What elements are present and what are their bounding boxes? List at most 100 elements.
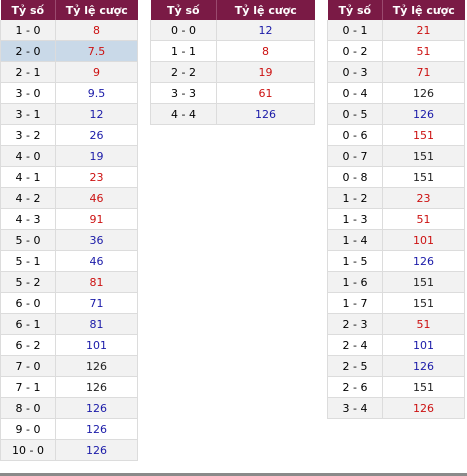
odds-cell[interactable]: 126 — [55, 355, 138, 377]
table-row[interactable]: 4 - 3 91 — [0, 208, 138, 230]
table-row[interactable]: 3 - 3 61 — [150, 82, 315, 104]
odds-cell[interactable]: 151 — [382, 271, 465, 293]
table-row[interactable]: 0 - 3 71 — [327, 61, 465, 83]
odds-cell[interactable]: 126 — [382, 397, 465, 419]
odds-cell[interactable]: 101 — [382, 334, 465, 356]
table-row[interactable]: 4 - 1 23 — [0, 166, 138, 188]
odds-cell[interactable]: 19 — [55, 145, 138, 167]
odds-cell[interactable]: 126 — [55, 418, 138, 440]
odds-cell[interactable]: 51 — [382, 208, 465, 230]
table-row[interactable]: 0 - 2 51 — [327, 40, 465, 62]
table-row[interactable]: 4 - 0 19 — [0, 145, 138, 167]
table-row[interactable]: 1 - 6 151 — [327, 271, 465, 293]
odds-cell[interactable]: 51 — [382, 40, 465, 62]
odds-cell[interactable]: 19 — [216, 61, 315, 83]
odds-cell[interactable]: 91 — [55, 208, 138, 230]
odds-cell[interactable]: 8 — [55, 20, 138, 41]
table-header-row: Tỷ số Tỷ lệ cược — [0, 0, 138, 20]
odds-cell[interactable]: 126 — [55, 376, 138, 398]
table-row[interactable]: 6 - 1 81 — [0, 313, 138, 335]
table-row[interactable]: 2 - 5 126 — [327, 355, 465, 377]
odds-cell[interactable]: 81 — [55, 271, 138, 293]
table-row[interactable]: 7 - 0 126 — [0, 355, 138, 377]
odds-cell[interactable]: 101 — [55, 334, 138, 356]
table-row[interactable]: 2 - 4 101 — [327, 334, 465, 356]
score-header: Tỷ số — [327, 0, 383, 20]
table-row[interactable]: 0 - 7 151 — [327, 145, 465, 167]
odds-cell[interactable]: 61 — [216, 82, 315, 104]
table-row[interactable]: 8 - 0 126 — [0, 397, 138, 419]
odds-cell[interactable]: 36 — [55, 229, 138, 251]
odds-cell[interactable]: 126 — [55, 439, 138, 461]
odds-cell[interactable]: 81 — [55, 313, 138, 335]
table-row[interactable]: 4 - 4 126 — [150, 103, 315, 125]
odds-cell[interactable]: 126 — [382, 355, 465, 377]
table-row[interactable]: 0 - 8 151 — [327, 166, 465, 188]
score-cell: 7 - 1 — [0, 376, 56, 398]
odds-cell[interactable]: 126 — [382, 82, 465, 104]
odds-cell[interactable]: 46 — [55, 250, 138, 272]
odds-cell[interactable]: 151 — [382, 145, 465, 167]
odds-cell[interactable]: 126 — [382, 103, 465, 125]
odds-cell[interactable]: 23 — [55, 166, 138, 188]
table-row[interactable]: 0 - 6 151 — [327, 124, 465, 146]
table-row[interactable]: 0 - 0 12 — [150, 20, 315, 41]
odds-cell[interactable]: 126 — [216, 103, 315, 125]
table-row[interactable]: 0 - 1 21 — [327, 20, 465, 41]
score-cell: 4 - 1 — [0, 166, 56, 188]
odds-cell[interactable]: 126 — [55, 397, 138, 419]
table-row[interactable]: 1 - 5 126 — [327, 250, 465, 272]
table-row[interactable]: 2 - 6 151 — [327, 376, 465, 398]
odds-cell[interactable]: 101 — [382, 229, 465, 251]
odds-cell[interactable]: 71 — [382, 61, 465, 83]
table-row[interactable]: 0 - 4 126 — [327, 82, 465, 104]
odds-cell[interactable]: 9 — [55, 61, 138, 83]
odds-cell[interactable]: 71 — [55, 292, 138, 314]
table-row[interactable]: 9 - 0 126 — [0, 418, 138, 440]
table-row[interactable]: 2 - 2 19 — [150, 61, 315, 83]
table-row[interactable]: 1 - 4 101 — [327, 229, 465, 251]
table-row[interactable]: 10 - 0 126 — [0, 439, 138, 461]
table-row[interactable]: 1 - 3 51 — [327, 208, 465, 230]
table-row[interactable]: 6 - 0 71 — [0, 292, 138, 314]
table-row[interactable]: 1 - 7 151 — [327, 292, 465, 314]
odds-cell[interactable]: 7.5 — [55, 40, 138, 62]
table-row[interactable]: 6 - 2 101 — [0, 334, 138, 356]
score-cell: 6 - 0 — [0, 292, 56, 314]
table-row[interactable]: 3 - 4 126 — [327, 397, 465, 419]
score-cell: 10 - 0 — [0, 439, 56, 461]
odds-cell[interactable]: 46 — [55, 187, 138, 209]
table-row[interactable]: 3 - 2 26 — [0, 124, 138, 146]
table-row[interactable]: 1 - 2 23 — [327, 187, 465, 209]
odds-cell[interactable]: 126 — [382, 250, 465, 272]
odds-cell[interactable]: 151 — [382, 124, 465, 146]
odds-cell[interactable]: 51 — [382, 313, 465, 335]
odds-header: Tỷ lệ cược — [55, 0, 138, 20]
odds-cell[interactable]: 21 — [382, 20, 465, 41]
table-row[interactable]: 4 - 2 46 — [0, 187, 138, 209]
score-cell: 4 - 2 — [0, 187, 56, 209]
table-row[interactable]: 0 - 5 126 — [327, 103, 465, 125]
odds-cell[interactable]: 151 — [382, 376, 465, 398]
odds-cell[interactable]: 26 — [55, 124, 138, 146]
score-cell: 2 - 2 — [150, 61, 217, 83]
odds-cell[interactable]: 23 — [382, 187, 465, 209]
odds-cell[interactable]: 9.5 — [55, 82, 138, 104]
table-row[interactable]: 7 - 1 126 — [0, 376, 138, 398]
odds-cell[interactable]: 151 — [382, 166, 465, 188]
score-cell: 0 - 8 — [327, 166, 383, 188]
table-row[interactable]: 5 - 1 46 — [0, 250, 138, 272]
odds-cell[interactable]: 12 — [216, 20, 315, 41]
table-row[interactable]: 2 - 0 7.5 — [0, 40, 138, 62]
odds-cell[interactable]: 8 — [216, 40, 315, 62]
table-row[interactable]: 3 - 1 12 — [0, 103, 138, 125]
table-row[interactable]: 3 - 0 9.5 — [0, 82, 138, 104]
table-row[interactable]: 5 - 2 81 — [0, 271, 138, 293]
odds-cell[interactable]: 12 — [55, 103, 138, 125]
odds-cell[interactable]: 151 — [382, 292, 465, 314]
table-row[interactable]: 5 - 0 36 — [0, 229, 138, 251]
table-row[interactable]: 2 - 3 51 — [327, 313, 465, 335]
